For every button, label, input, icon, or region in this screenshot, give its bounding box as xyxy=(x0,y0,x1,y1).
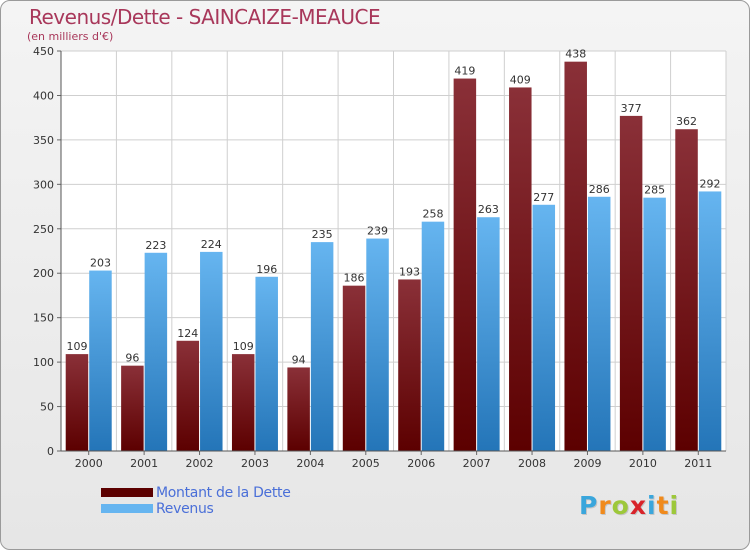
y-tick-label: 0 xyxy=(47,445,54,458)
data-label-revenus-2007: 263 xyxy=(478,203,499,216)
data-label-dette-2005: 186 xyxy=(344,272,365,285)
data-label-dette-2004: 94 xyxy=(292,353,306,366)
bar-dette-2007 xyxy=(453,78,477,452)
y-tick-label: 450 xyxy=(33,45,54,58)
x-tick-label: 2010 xyxy=(629,457,657,470)
data-label-revenus-2001: 223 xyxy=(145,239,166,252)
bar-revenus-2009 xyxy=(587,196,611,451)
bar-dette-2004 xyxy=(287,367,310,451)
data-label-dette-2011: 362 xyxy=(676,115,697,128)
logo-letter: x xyxy=(629,491,647,520)
bar-revenus-2000 xyxy=(89,270,112,451)
x-tick-label: 2011 xyxy=(684,457,712,470)
legend: Montant de la Dette Revenus xyxy=(101,485,291,517)
y-tick-label: 150 xyxy=(33,312,54,325)
bar-revenus-2010 xyxy=(643,197,666,451)
x-tick-label: 2004 xyxy=(296,457,324,470)
x-tick-label: 2003 xyxy=(241,457,269,470)
legend-swatch-revenus xyxy=(101,504,153,513)
proxiti-logo: Proxiti xyxy=(579,491,679,520)
legend-label-dette: Montant de la Dette xyxy=(156,484,291,501)
data-label-dette-2010: 377 xyxy=(621,102,642,115)
logo-letter: i xyxy=(669,491,680,520)
x-tick-label: 2008 xyxy=(518,457,546,470)
y-tick-label: 50 xyxy=(40,401,54,414)
data-label-dette-2009: 438 xyxy=(565,48,586,61)
bar-dette-2002 xyxy=(176,340,200,451)
data-label-revenus-2005: 239 xyxy=(367,225,388,238)
bar-dette-2011 xyxy=(675,129,698,451)
bar-dette-2005 xyxy=(342,285,366,451)
chart-title: Revenus/Dette - SAINCAIZE-MEAUCE xyxy=(29,5,381,29)
data-label-revenus-2004: 235 xyxy=(312,228,333,241)
bar-revenus-2003 xyxy=(255,276,278,451)
x-tick-label: 2001 xyxy=(130,457,158,470)
bar-revenus-2005 xyxy=(366,238,389,451)
data-label-revenus-2000: 203 xyxy=(90,257,111,270)
bar-dette-2009 xyxy=(564,61,587,452)
x-tick-label: 2009 xyxy=(573,457,601,470)
y-tick-label: 400 xyxy=(33,89,54,102)
y-tick-label: 300 xyxy=(33,178,54,191)
data-label-dette-2000: 109 xyxy=(66,340,87,353)
data-label-revenus-2010: 285 xyxy=(644,184,665,197)
data-label-dette-2001: 96 xyxy=(125,352,139,365)
logo-letter: i xyxy=(647,491,657,520)
x-tick-label: 2006 xyxy=(407,457,435,470)
y-tick-label: 250 xyxy=(33,223,54,236)
logo-letter: r xyxy=(598,491,612,520)
legend-swatch-dette xyxy=(101,488,153,497)
bar-dette-2010 xyxy=(619,115,643,451)
y-tick-label: 350 xyxy=(33,134,54,147)
data-label-dette-2003: 109 xyxy=(233,340,254,353)
bar-revenus-2011 xyxy=(698,191,722,451)
logo-letter: P xyxy=(579,491,599,520)
bar-dette-2001 xyxy=(121,365,144,451)
legend-label-revenus: Revenus xyxy=(156,500,214,517)
bar-revenus-2007 xyxy=(477,217,500,451)
bar-dette-2008 xyxy=(509,87,532,451)
legend-item-revenus: Revenus xyxy=(101,500,291,517)
legend-item-dette: Montant de la Dette xyxy=(101,484,291,501)
bar-dette-2003 xyxy=(231,354,255,451)
x-tick-label: 2005 xyxy=(352,457,380,470)
bar-revenus-2004 xyxy=(310,242,334,451)
data-label-dette-2008: 409 xyxy=(510,73,531,86)
data-label-revenus-2006: 258 xyxy=(422,208,443,221)
data-label-dette-2007: 419 xyxy=(454,65,475,78)
logo-letter: o xyxy=(611,491,630,520)
x-tick-label: 2002 xyxy=(186,457,214,470)
data-label-revenus-2011: 292 xyxy=(700,177,721,190)
bar-revenus-2001 xyxy=(144,252,168,451)
data-label-dette-2006: 193 xyxy=(399,265,420,278)
data-label-revenus-2003: 196 xyxy=(256,263,277,276)
bar-revenus-2002 xyxy=(200,251,223,451)
data-label-revenus-2009: 286 xyxy=(589,183,610,196)
bar-dette-2000 xyxy=(65,354,89,451)
bar-revenus-2006 xyxy=(421,221,445,451)
y-tick-label: 100 xyxy=(33,356,54,369)
bar-dette-2006 xyxy=(398,279,421,451)
data-label-revenus-2008: 277 xyxy=(533,191,554,204)
data-label-revenus-2002: 224 xyxy=(201,238,222,251)
y-tick-label: 200 xyxy=(33,267,54,280)
chart-subtitle: (en milliers d'€) xyxy=(27,30,114,43)
x-tick-label: 2007 xyxy=(463,457,491,470)
logo-letter: t xyxy=(656,491,670,520)
x-tick-label: 2000 xyxy=(75,457,103,470)
data-label-dette-2002: 124 xyxy=(177,327,198,340)
bar-revenus-2008 xyxy=(532,204,556,451)
